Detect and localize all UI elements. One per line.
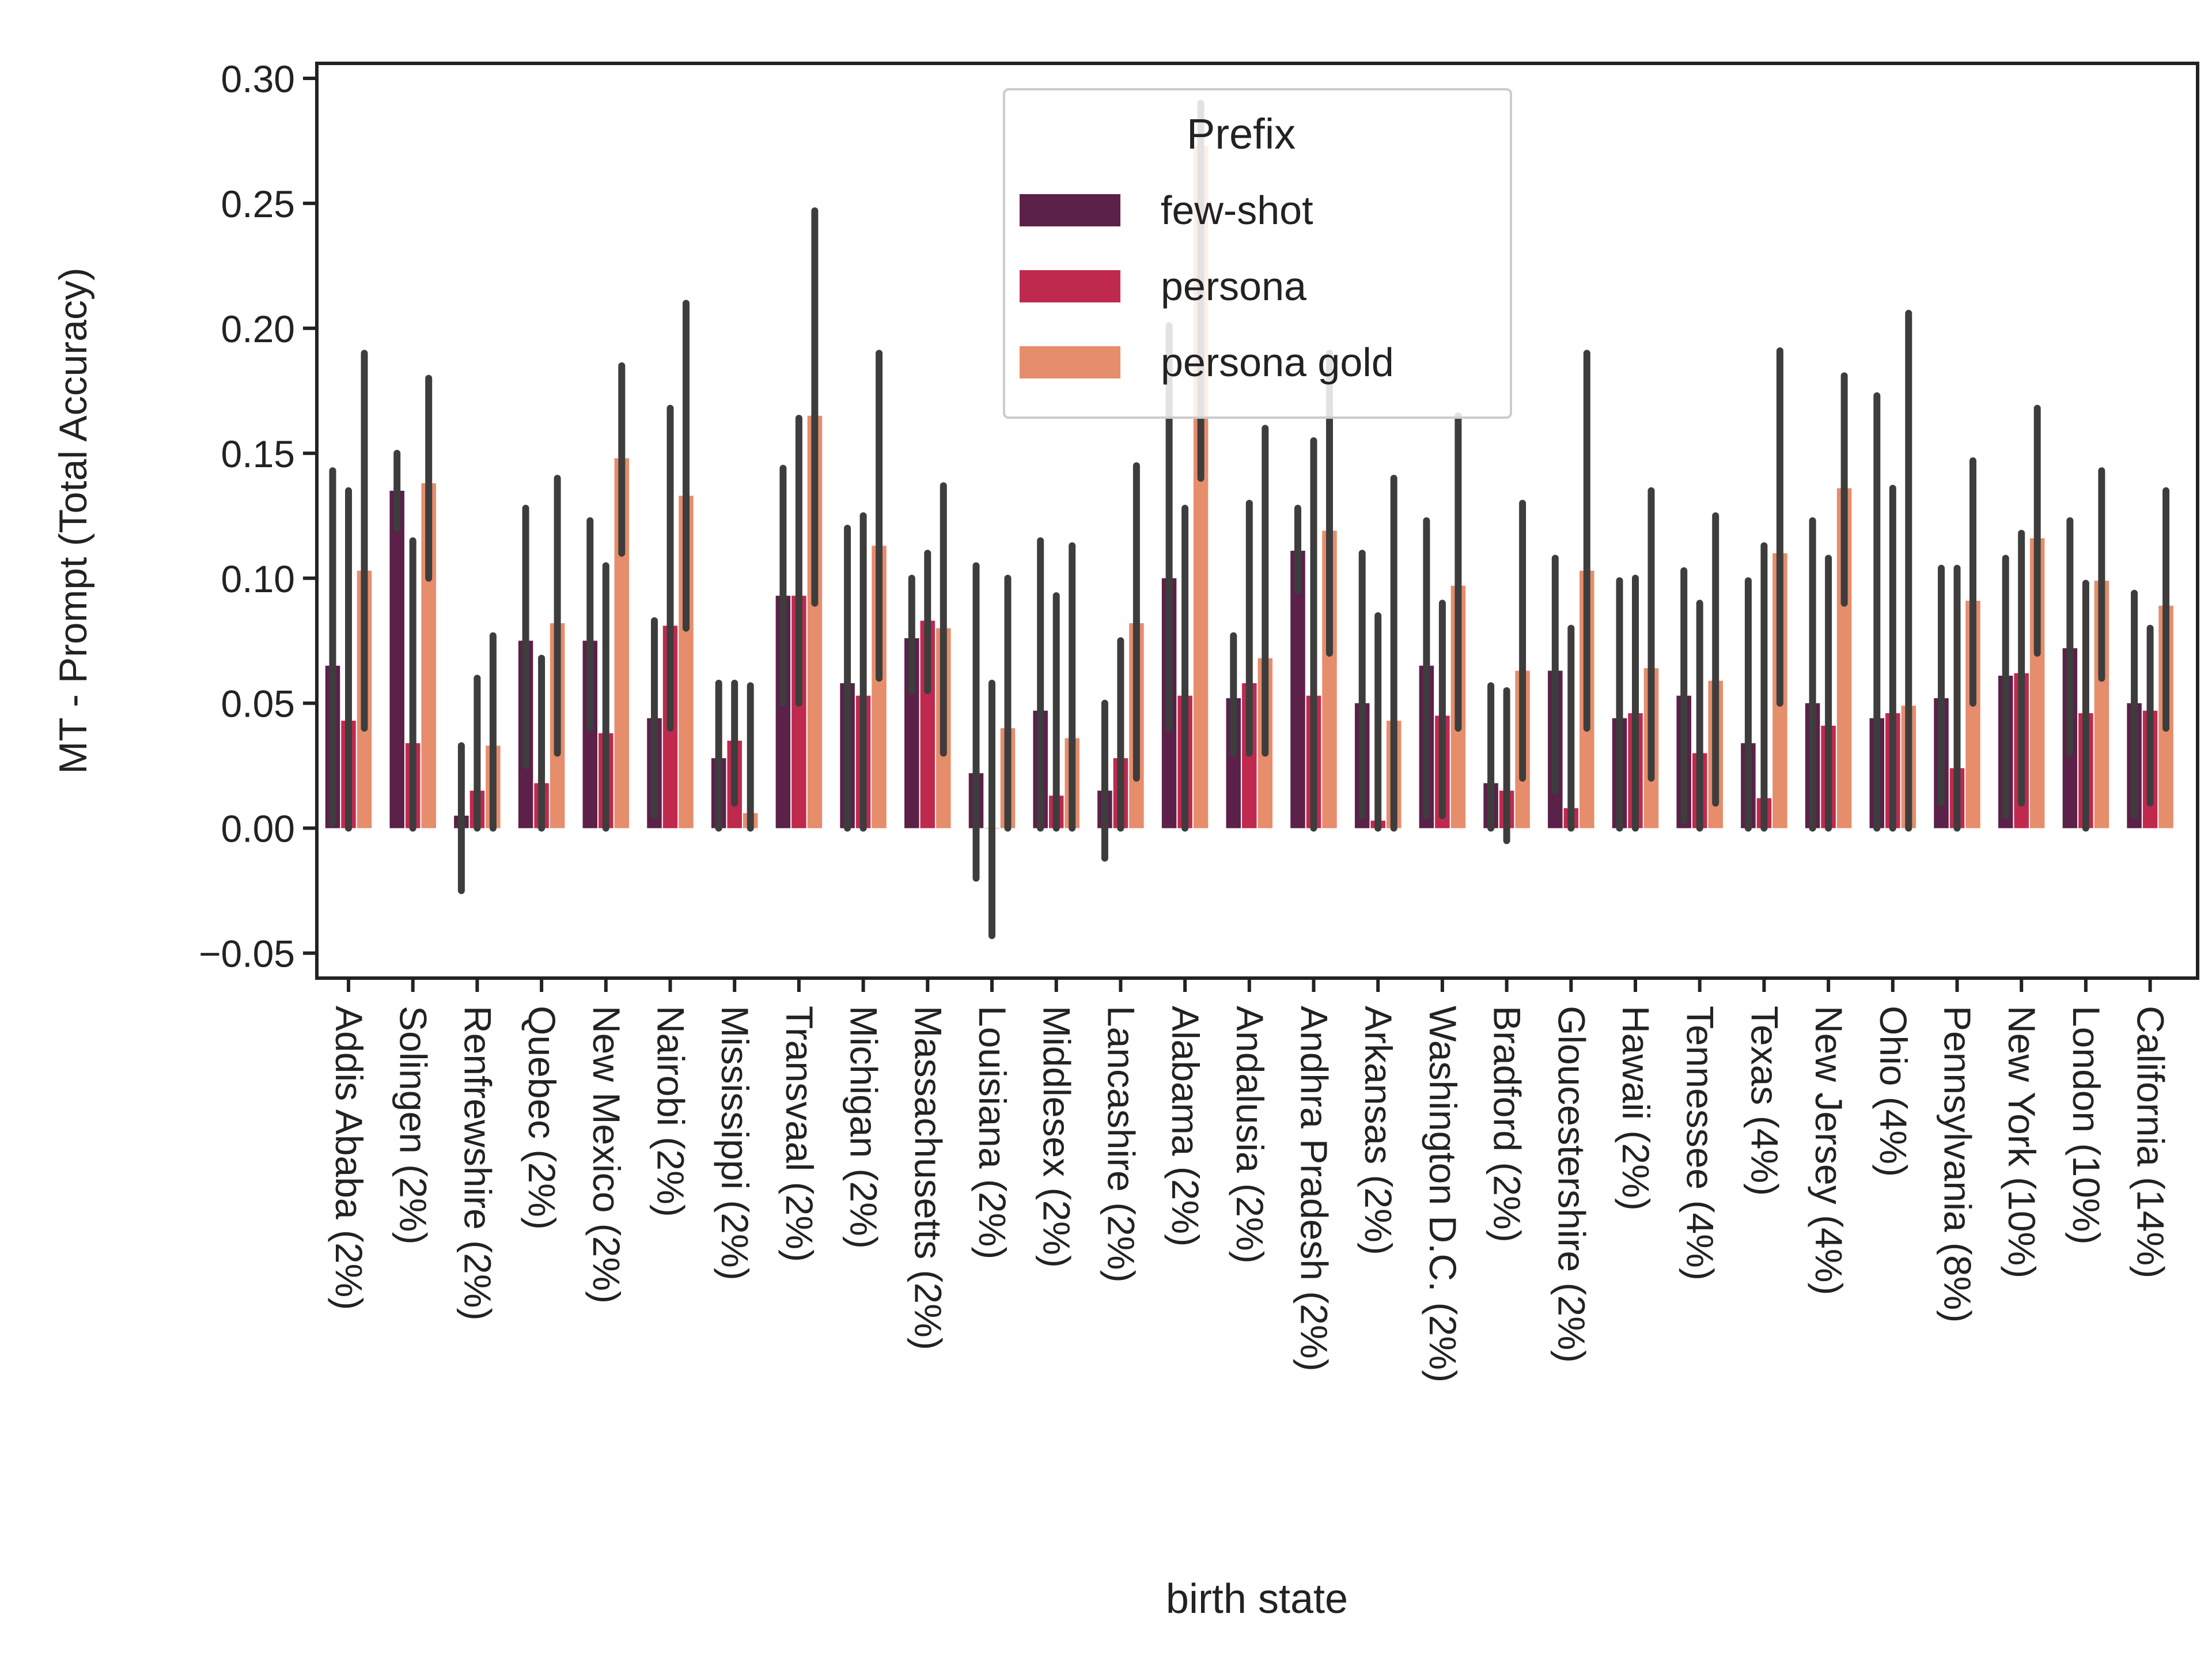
x-tick-label: Pennsylvania (8%)	[1937, 1006, 1979, 1323]
y-tick-label: 0.20	[221, 308, 295, 350]
y-tick-label: 0.00	[221, 808, 295, 850]
x-tick-label: Massachusetts (2%)	[907, 1006, 949, 1350]
x-axis-label: birth state	[1166, 1576, 1348, 1622]
x-tick-label: Tennessee (4%)	[1679, 1006, 1722, 1281]
x-tick-label: New Jersey (4%)	[1808, 1006, 1850, 1295]
x-tick-label: Addis Ababa (2%)	[328, 1006, 370, 1310]
x-tick-label: Hawaii (2%)	[1615, 1006, 1657, 1211]
x-axis: Addis Ababa (2%) Solingen (2%) Renfrewshir…	[328, 978, 2172, 1382]
x-tick-label: Mississippi (2%)	[714, 1006, 756, 1281]
x-tick-label: Arkansas (2%)	[1357, 1006, 1400, 1255]
y-axis: −0.05 0.00 0.05 0.10 0.15 0.20 0.25 0.30	[199, 58, 317, 975]
legend: Prefix few-shot persona persona gold	[1003, 88, 1512, 419]
legend-title: Prefix	[1187, 110, 1296, 158]
legend-label-few-shot: few-shot	[1161, 188, 1313, 233]
x-tick-label: Ohio (4%)	[1872, 1006, 1915, 1177]
y-axis-label: MT - Prompt (Total Accuracy)	[51, 267, 95, 774]
error-bars-layer	[329, 100, 2170, 940]
bar-few-shot-15	[1290, 551, 1305, 828]
axes-frame	[315, 62, 2199, 980]
x-tick-label: Transvaal (2%)	[778, 1006, 821, 1262]
y-tick-label: 0.10	[221, 558, 295, 600]
x-tick-label: Gloucestershire (2%)	[1550, 1006, 1593, 1363]
y-tick-label: −0.05	[199, 933, 295, 975]
y-tick-label: 0.25	[221, 183, 295, 225]
legend-frame	[1003, 88, 1512, 419]
x-tick-label: New Mexico (2%)	[585, 1006, 628, 1304]
x-tick-label: Lancashire (2%)	[1100, 1006, 1142, 1283]
x-tick-label: Alabama (2%)	[1164, 1006, 1207, 1247]
x-tick-label: Middlesex (2%)	[1036, 1006, 1078, 1268]
x-tick-label: London (10%)	[2065, 1006, 2108, 1245]
x-tick-label: Bradford (2%)	[1486, 1006, 1529, 1243]
legend-label-persona-gold: persona gold	[1161, 340, 1394, 385]
x-tick-label: Texas (4%)	[1743, 1006, 1786, 1196]
x-tick-label: Andhra Pradesh (2%)	[1293, 1006, 1336, 1372]
x-tick-label: Renfrewshire (2%)	[456, 1006, 499, 1321]
bar-few-shot-1	[389, 490, 404, 828]
y-tick-label: 0.05	[221, 683, 295, 725]
legend-label-persona: persona	[1161, 264, 1306, 309]
x-tick-label: Nairobi (2%)	[650, 1006, 692, 1217]
x-tick-label: Andalusia (2%)	[1229, 1006, 1271, 1264]
x-tick-label: California (14%)	[2130, 1006, 2172, 1278]
y-tick-label: 0.15	[221, 433, 295, 475]
x-tick-label: Solingen (2%)	[392, 1006, 435, 1245]
legend-swatch-persona	[1020, 270, 1120, 302]
x-tick-label: New York (10%)	[2001, 1006, 2043, 1278]
x-tick-label: Washington D.C. (2%)	[1422, 1006, 1464, 1382]
x-tick-label: Michigan (2%)	[843, 1006, 885, 1249]
x-tick-label: Louisiana (2%)	[971, 1006, 1014, 1259]
legend-items: few-shot persona persona gold	[1020, 188, 1394, 385]
x-tick-label: Quebec (2%)	[521, 1006, 563, 1230]
y-tick-label: 0.30	[221, 58, 295, 100]
legend-swatch-few-shot	[1020, 194, 1120, 226]
legend-swatch-persona-gold	[1020, 346, 1120, 378]
